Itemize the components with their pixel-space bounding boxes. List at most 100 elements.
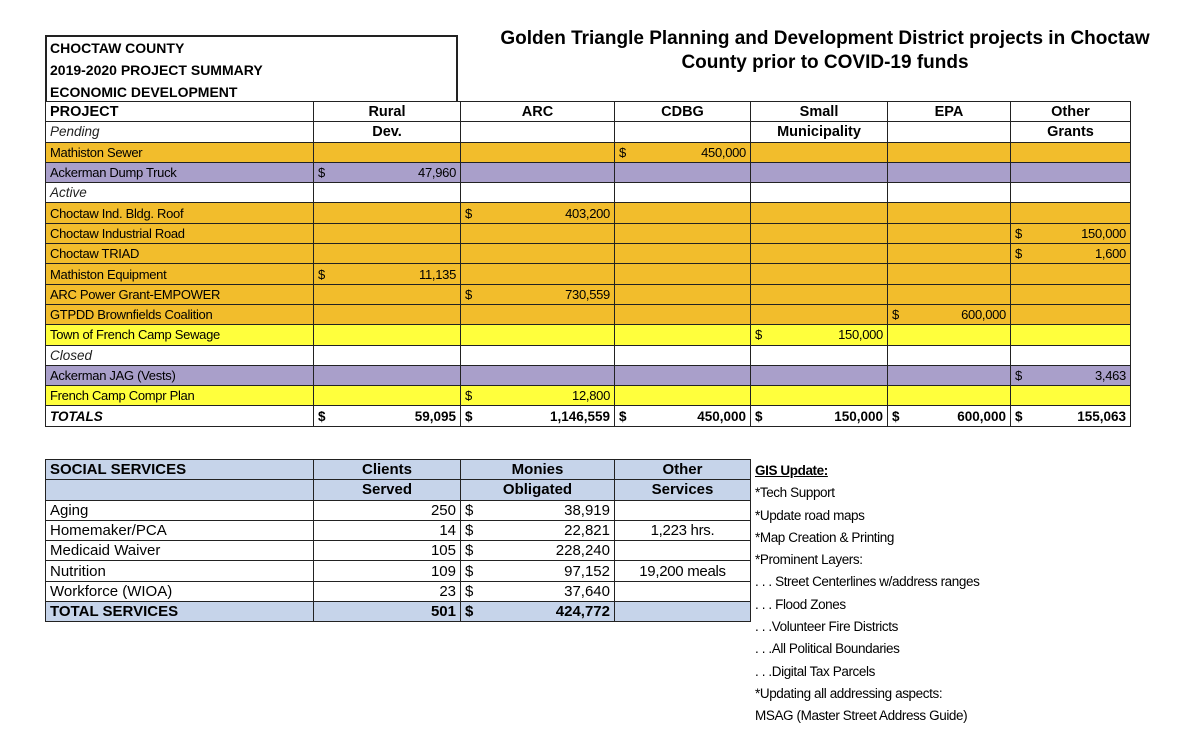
funding-cell: [313, 141, 461, 163]
header-row: PROJECT Rural ARC CDBG Small EPA Other: [45, 100, 1131, 123]
funding-cell: [460, 303, 615, 326]
funding-cell: $11,135: [313, 263, 461, 285]
funding-cell: $155,063: [1010, 405, 1131, 427]
amount: 97,152: [564, 562, 610, 580]
amount: 450,000: [697, 408, 746, 424]
gis-heading: GIS Update:: [755, 463, 828, 478]
section-name: ECONOMIC DEVELOPMENT: [50, 84, 238, 100]
amount: 12,800: [572, 388, 610, 404]
page-title: Golden Triangle Planning and Development…: [500, 28, 1150, 73]
funding-cell: [750, 303, 888, 326]
other-services: 19,200 meals: [614, 560, 751, 582]
gis-item: . . . Flood Zones: [755, 596, 846, 612]
funding-cell: [1010, 303, 1131, 326]
funding-cell: [1010, 263, 1131, 285]
funding-cell: [887, 283, 1011, 305]
social-services-table: SOCIAL SERVICES Clients Monies Other Served O…: [45, 458, 751, 623]
service-name: Nutrition: [45, 560, 314, 582]
amount: 38,919: [564, 501, 610, 519]
currency-symbol: $: [619, 408, 627, 424]
column-header: [460, 121, 615, 143]
column-header: SOCIAL SERVICES: [45, 458, 314, 481]
column-header: Dev.: [313, 121, 461, 143]
column-header: CDBG: [614, 100, 751, 123]
funding-cell: [460, 141, 615, 163]
funding-cell: $47,960: [313, 161, 461, 184]
clients-served: 23: [313, 580, 461, 603]
funding-cell: [750, 222, 888, 245]
monies-obligated: $424,772: [460, 601, 615, 623]
funding-cell: $450,000: [614, 141, 751, 163]
clients-served: 250: [313, 499, 461, 521]
funding-cell: [313, 222, 461, 245]
column-header: Pending: [45, 121, 314, 143]
currency-symbol: $: [318, 165, 325, 181]
currency-symbol: $: [1015, 225, 1022, 241]
funding-cell: [313, 344, 461, 366]
funding-cell: [460, 344, 615, 366]
currency-symbol: $: [619, 144, 626, 160]
other-services: [614, 540, 751, 562]
currency-symbol: $: [465, 286, 472, 302]
header-row: Served Obligated Services: [45, 479, 751, 501]
project-name: ARC Power Grant-EMPOWER: [45, 283, 314, 305]
project-row: Choctaw TRIAD $1,600: [45, 243, 1131, 265]
funding-cell: [750, 202, 888, 224]
funding-cell: [614, 324, 751, 346]
funding-cell: [1010, 283, 1131, 305]
funding-cell: $12,800: [460, 385, 615, 407]
amount: 37,640: [564, 582, 610, 600]
funding-cell: [313, 182, 461, 204]
funding-cell: [460, 222, 615, 245]
funding-cell: [750, 344, 888, 366]
funding-cell: [750, 182, 888, 204]
gis-update-list: GIS Update: *Tech Support *Update road map…: [755, 460, 980, 728]
gis-item: MSAG (Master Street Address Guide): [755, 708, 968, 724]
project-row: Choctaw Ind. Bldg. Roof $403,200: [45, 202, 1131, 224]
funding-cell: $1,600: [1010, 243, 1131, 265]
currency-symbol: $: [465, 562, 474, 580]
amount: 424,772: [555, 603, 610, 621]
funding-cell: $730,559: [460, 283, 615, 305]
funding-cell: $150,000: [750, 324, 888, 346]
other-services: [614, 580, 751, 603]
service-row: Medicaid Waiver 105 $228,240: [45, 540, 751, 562]
section-row: Closed: [45, 344, 1131, 366]
summary-year: 2019-2020 PROJECT SUMMARY: [50, 62, 263, 78]
funding-cell: [1010, 385, 1131, 407]
clients-served: 501: [313, 601, 461, 623]
project-name: Choctaw Ind. Bldg. Roof: [45, 202, 314, 224]
service-name: TOTAL SERVICES: [45, 601, 314, 623]
service-name: Aging: [45, 499, 314, 521]
funding-cell: [460, 364, 615, 387]
column-header: Grants: [1010, 121, 1131, 143]
funding-cell: $59,095: [313, 405, 461, 427]
funding-cell: [887, 243, 1011, 265]
clients-served: 105: [313, 540, 461, 562]
clients-served: 109: [313, 560, 461, 582]
county-name: CHOCTAW COUNTY: [50, 40, 185, 56]
project-row: Mathiston Sewer $450,000: [45, 141, 1131, 163]
currency-symbol: $: [892, 408, 900, 424]
service-row: Workforce (WIOA) 23 $37,640: [45, 580, 751, 603]
funding-cell: [887, 182, 1011, 204]
currency-symbol: $: [1015, 368, 1022, 383]
funding-cell: [887, 385, 1011, 407]
column-header: Other: [1010, 100, 1131, 123]
funding-cell: [460, 324, 615, 346]
gis-item: *Prominent Layers:: [755, 552, 863, 568]
column-header: Clients: [313, 458, 461, 481]
funding-cell: [460, 161, 615, 184]
amount: 150,000: [1081, 225, 1126, 241]
gis-item: . . .Digital Tax Parcels: [755, 663, 875, 679]
summary-header-box: CHOCTAW COUNTY 2019-2020 PROJECT SUMMARY…: [45, 35, 458, 101]
project-row: Ackerman JAG (Vests) $3,463: [45, 364, 1131, 387]
monies-obligated: $38,919: [460, 499, 615, 521]
project-row: Choctaw Industrial Road $150,000: [45, 222, 1131, 245]
funding-cell: [614, 303, 751, 326]
gis-item: *Update road maps: [755, 507, 865, 523]
currency-symbol: $: [318, 408, 326, 424]
column-header: Obligated: [460, 479, 615, 501]
column-header: [614, 121, 751, 143]
project-name: Choctaw TRIAD: [45, 243, 314, 265]
